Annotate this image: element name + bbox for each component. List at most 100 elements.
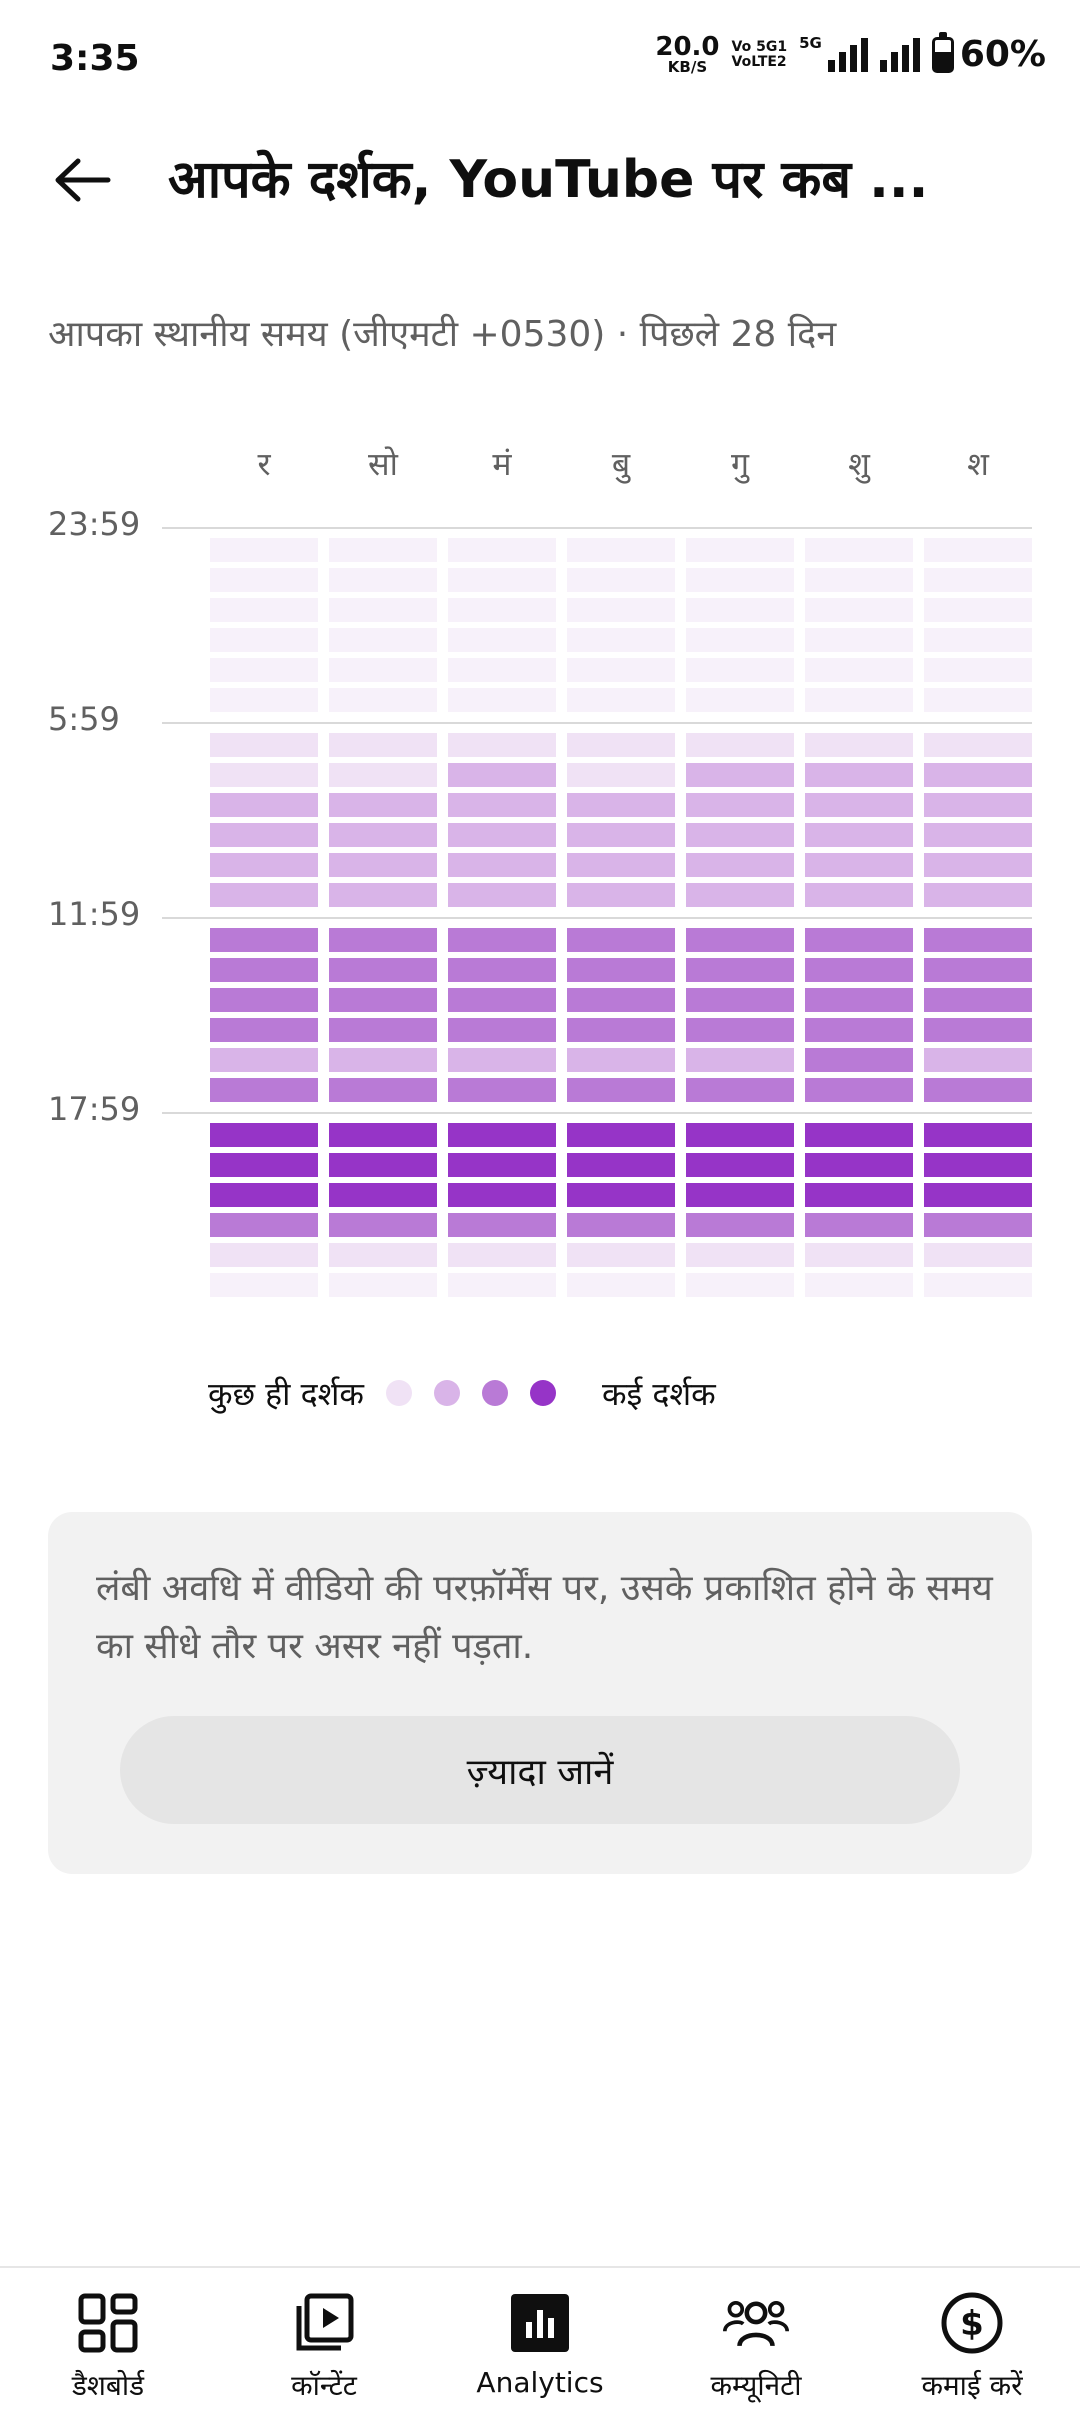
heatmap-cell xyxy=(567,1048,675,1072)
heatmap-cell xyxy=(448,628,556,652)
info-card-text: लंबी अवधि में वीडियो की परफ़ॉर्मेंस पर, … xyxy=(96,1568,993,1667)
heatmap-cell xyxy=(329,1213,437,1237)
heatmap-cell xyxy=(329,1153,437,1177)
heatmap-cell xyxy=(924,853,1032,877)
heatmap-cell xyxy=(329,1273,437,1297)
heatmap-cell xyxy=(686,1018,794,1042)
heatmap-cell xyxy=(210,928,318,952)
heatmap-cell xyxy=(805,628,913,652)
heatmap-cell xyxy=(210,763,318,787)
heatmap-cell xyxy=(210,988,318,1012)
heatmap-cell xyxy=(567,823,675,847)
heatmap-cell xyxy=(329,628,437,652)
arrow-left-icon xyxy=(55,158,111,202)
heatmap-cell xyxy=(329,1123,437,1147)
heatmap-cell xyxy=(686,1213,794,1237)
heatmap-cell xyxy=(567,853,675,877)
nav-label: कम्यूनिटी xyxy=(710,2369,802,2402)
hour-label: 17:59 xyxy=(48,1090,141,1128)
analytics-bar-icon xyxy=(507,2290,573,2356)
heatmap-cell xyxy=(686,823,794,847)
heatmap-cell xyxy=(924,988,1032,1012)
heatmap-cell xyxy=(329,928,437,952)
day-label: बु xyxy=(611,445,631,483)
heatmap-cell xyxy=(924,538,1032,562)
network-speed-unit: KB/S xyxy=(667,58,708,76)
heatmap-cell xyxy=(686,598,794,622)
nav-dashboard[interactable]: डैशबोर्ड xyxy=(0,2268,216,2414)
content-play-icon xyxy=(291,2290,357,2356)
heatmap-cell xyxy=(567,568,675,592)
heatmap-cell xyxy=(210,568,318,592)
heatmap-cell xyxy=(924,1183,1032,1207)
heatmap-cell xyxy=(448,1183,556,1207)
learn-more-button[interactable]: ज़्यादा जानें xyxy=(120,1716,960,1824)
heatmap-cell xyxy=(805,1123,913,1147)
heatmap-cell xyxy=(210,1123,318,1147)
heatmap-cell xyxy=(805,1078,913,1102)
nav-content[interactable]: कॉन्टेंट xyxy=(216,2268,432,2414)
heatmap-cell xyxy=(210,1153,318,1177)
bottom-nav: डैशबोर्ड कॉन्टेंट Analytics xyxy=(0,2266,1080,2414)
heatmap-cell xyxy=(567,598,675,622)
network-type: 5G xyxy=(799,34,822,52)
heatmap-cell xyxy=(805,1273,913,1297)
heatmap-cell xyxy=(686,568,794,592)
nav-analytics[interactable]: Analytics xyxy=(432,2268,648,2414)
heatmap-cell xyxy=(567,688,675,712)
heatmap-cell xyxy=(448,853,556,877)
heatmap-cell xyxy=(686,1183,794,1207)
heatmap-cell xyxy=(686,883,794,907)
heatmap-cell xyxy=(567,1243,675,1267)
signal-icon-2 xyxy=(879,37,920,72)
volte-line-2: VoLTE2 xyxy=(731,53,787,70)
nav-earn[interactable]: $ कमाई करें xyxy=(864,2268,1080,2414)
day-label: मं xyxy=(492,445,512,483)
hour-label: 5:59 xyxy=(48,700,120,738)
heatmap-cell xyxy=(686,853,794,877)
heatmap-cell xyxy=(329,1048,437,1072)
legend-dot-3 xyxy=(481,1380,508,1406)
svg-text:$: $ xyxy=(960,2304,984,2344)
hour-label: 11:59 xyxy=(48,895,141,933)
back-button[interactable] xyxy=(42,140,122,220)
grid-line xyxy=(162,917,1032,919)
volte-indicator: Vo 5G1 VoLTE2 xyxy=(732,40,788,69)
legend-dot-2 xyxy=(433,1380,460,1406)
heatmap-cell xyxy=(329,688,437,712)
day-label: श xyxy=(967,445,989,483)
heatmap-cell xyxy=(210,1273,318,1297)
heatmap-cell xyxy=(210,1213,318,1237)
heatmap-cell xyxy=(805,1018,913,1042)
heatmap-cell xyxy=(448,1048,556,1072)
volte-line-1: Vo 5G1 xyxy=(731,38,788,55)
heatmap-cell xyxy=(329,763,437,787)
nav-community[interactable]: कम्यूनिटी xyxy=(648,2268,864,2414)
heatmap-cell xyxy=(448,1243,556,1267)
nav-label: Analytics xyxy=(476,2366,604,2399)
heatmap-cell xyxy=(210,853,318,877)
heatmap-cell xyxy=(686,538,794,562)
heatmap-cell xyxy=(448,1078,556,1102)
heatmap-cell xyxy=(924,658,1032,682)
heatmap-cell xyxy=(924,733,1032,757)
heatmap-cell xyxy=(210,598,318,622)
day-label: गु xyxy=(730,445,750,483)
heatmap-cell xyxy=(924,598,1032,622)
network-speed-value: 20.0 xyxy=(655,32,720,62)
heatmap-cell xyxy=(567,1018,675,1042)
heatmap-cell xyxy=(686,733,794,757)
heatmap-cell xyxy=(567,958,675,982)
battery-icon xyxy=(931,31,954,73)
battery-indicator: 60% xyxy=(931,31,1046,75)
heatmap-cell xyxy=(567,1123,675,1147)
heatmap-cell xyxy=(448,988,556,1012)
heatmap-cell xyxy=(210,538,318,562)
heatmap-cell xyxy=(210,823,318,847)
heatmap-cell xyxy=(329,958,437,982)
heatmap-cell xyxy=(567,988,675,1012)
heatmap-cell xyxy=(210,1243,318,1267)
heatmap-cell xyxy=(805,1243,913,1267)
heatmap-cell xyxy=(686,1273,794,1297)
heatmap-cell xyxy=(805,658,913,682)
